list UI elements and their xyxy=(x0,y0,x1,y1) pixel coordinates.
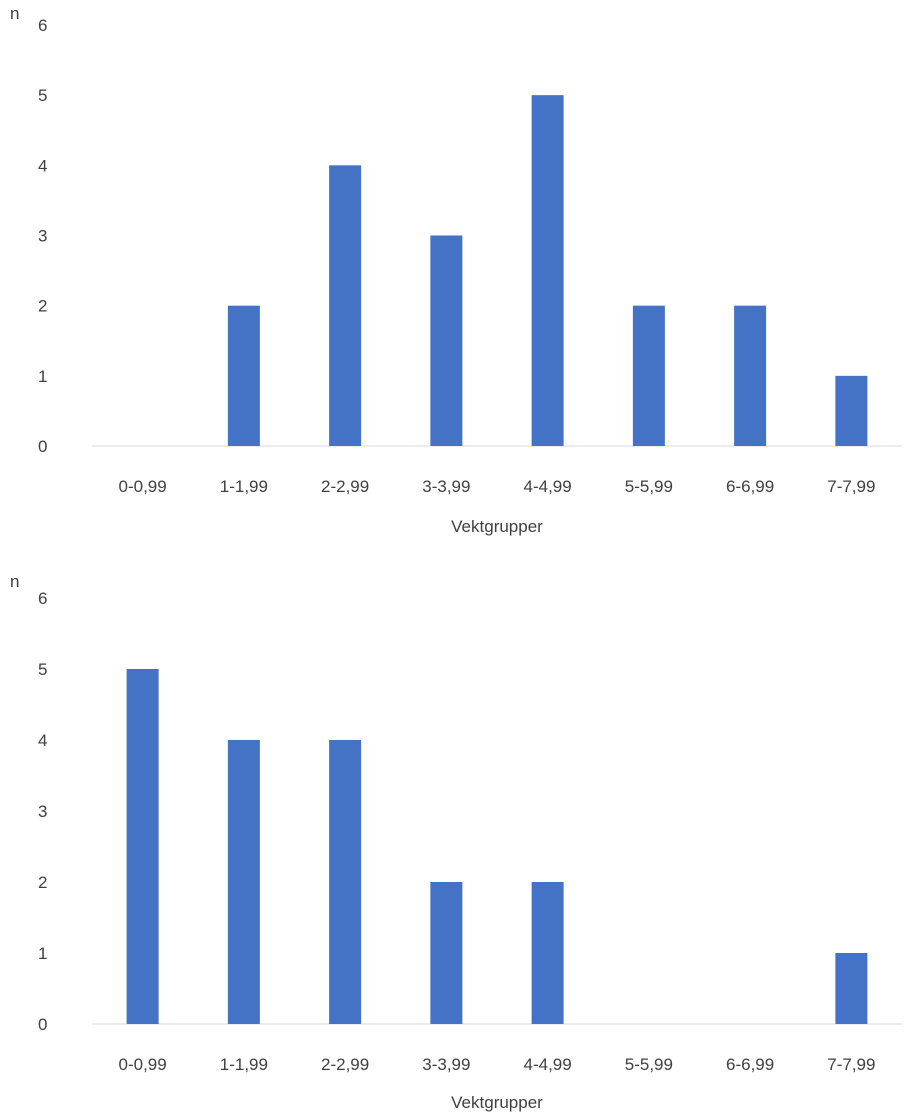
x-tick-label: 0-0,99 xyxy=(119,1055,167,1074)
bar xyxy=(126,669,159,1024)
x-axis-title: Vektgrupper xyxy=(451,517,543,536)
y-tick-label: 0 xyxy=(38,437,47,456)
x-tick-label: 6-6,99 xyxy=(726,1055,774,1074)
x-axis-title: Vektgrupper xyxy=(451,1093,543,1112)
y-tick-label: 1 xyxy=(38,367,47,386)
y-tick-label: 2 xyxy=(38,873,47,892)
y-tick-label: 2 xyxy=(38,297,47,316)
x-tick-label: 5-5,99 xyxy=(625,477,673,496)
y-tick-label: 4 xyxy=(38,731,47,750)
chart-bottom: n 0 1 2 3 4 5 6 0-0,99 1-1,99 2-2,99 3-3,99 4-4,99 5-… xyxy=(10,572,902,1112)
bar xyxy=(734,305,767,446)
bar xyxy=(835,953,868,1024)
x-tick-label: 4-4,99 xyxy=(524,477,572,496)
y-tick-label: 5 xyxy=(38,86,47,105)
bar xyxy=(531,882,564,1024)
bar xyxy=(835,375,868,446)
y-tick-label: 6 xyxy=(38,589,47,608)
bar xyxy=(632,305,665,446)
chart-top: n 0 1 2 3 4 5 6 0-0,99 1-1,99 2-2,99 3-3,99 4-4,99 5-… xyxy=(10,4,902,536)
x-tick-label: 4-4,99 xyxy=(524,1055,572,1074)
y-tick-label: 0 xyxy=(38,1015,47,1034)
y-tick-label: 3 xyxy=(38,227,47,246)
y-tick-label: 4 xyxy=(38,156,47,175)
x-tick-label: 7-7,99 xyxy=(827,477,875,496)
y-axis-title: n xyxy=(10,572,19,591)
x-tick-label: 1-1,99 xyxy=(220,1055,268,1074)
x-tick-label: 5-5,99 xyxy=(625,1055,673,1074)
y-tick-label: 3 xyxy=(38,802,47,821)
y-axis-title: n xyxy=(10,4,19,23)
y-tick-label: 6 xyxy=(38,16,47,35)
x-tick-label: 3-3,99 xyxy=(422,1055,470,1074)
x-tick-label: 7-7,99 xyxy=(827,1055,875,1074)
y-tick-label: 5 xyxy=(38,660,47,679)
bar xyxy=(531,95,564,447)
x-tick-label: 1-1,99 xyxy=(220,477,268,496)
x-tick-label: 2-2,99 xyxy=(321,1055,369,1074)
bar xyxy=(227,305,260,446)
x-tick-label: 0-0,99 xyxy=(119,477,167,496)
bar xyxy=(430,882,463,1024)
bar xyxy=(430,235,463,446)
x-tick-label: 6-6,99 xyxy=(726,477,774,496)
bar xyxy=(227,740,260,1024)
x-tick-label: 3-3,99 xyxy=(422,477,470,496)
bar xyxy=(329,165,362,447)
y-tick-label: 1 xyxy=(38,944,47,963)
x-tick-label: 2-2,99 xyxy=(321,477,369,496)
bar xyxy=(329,740,362,1024)
